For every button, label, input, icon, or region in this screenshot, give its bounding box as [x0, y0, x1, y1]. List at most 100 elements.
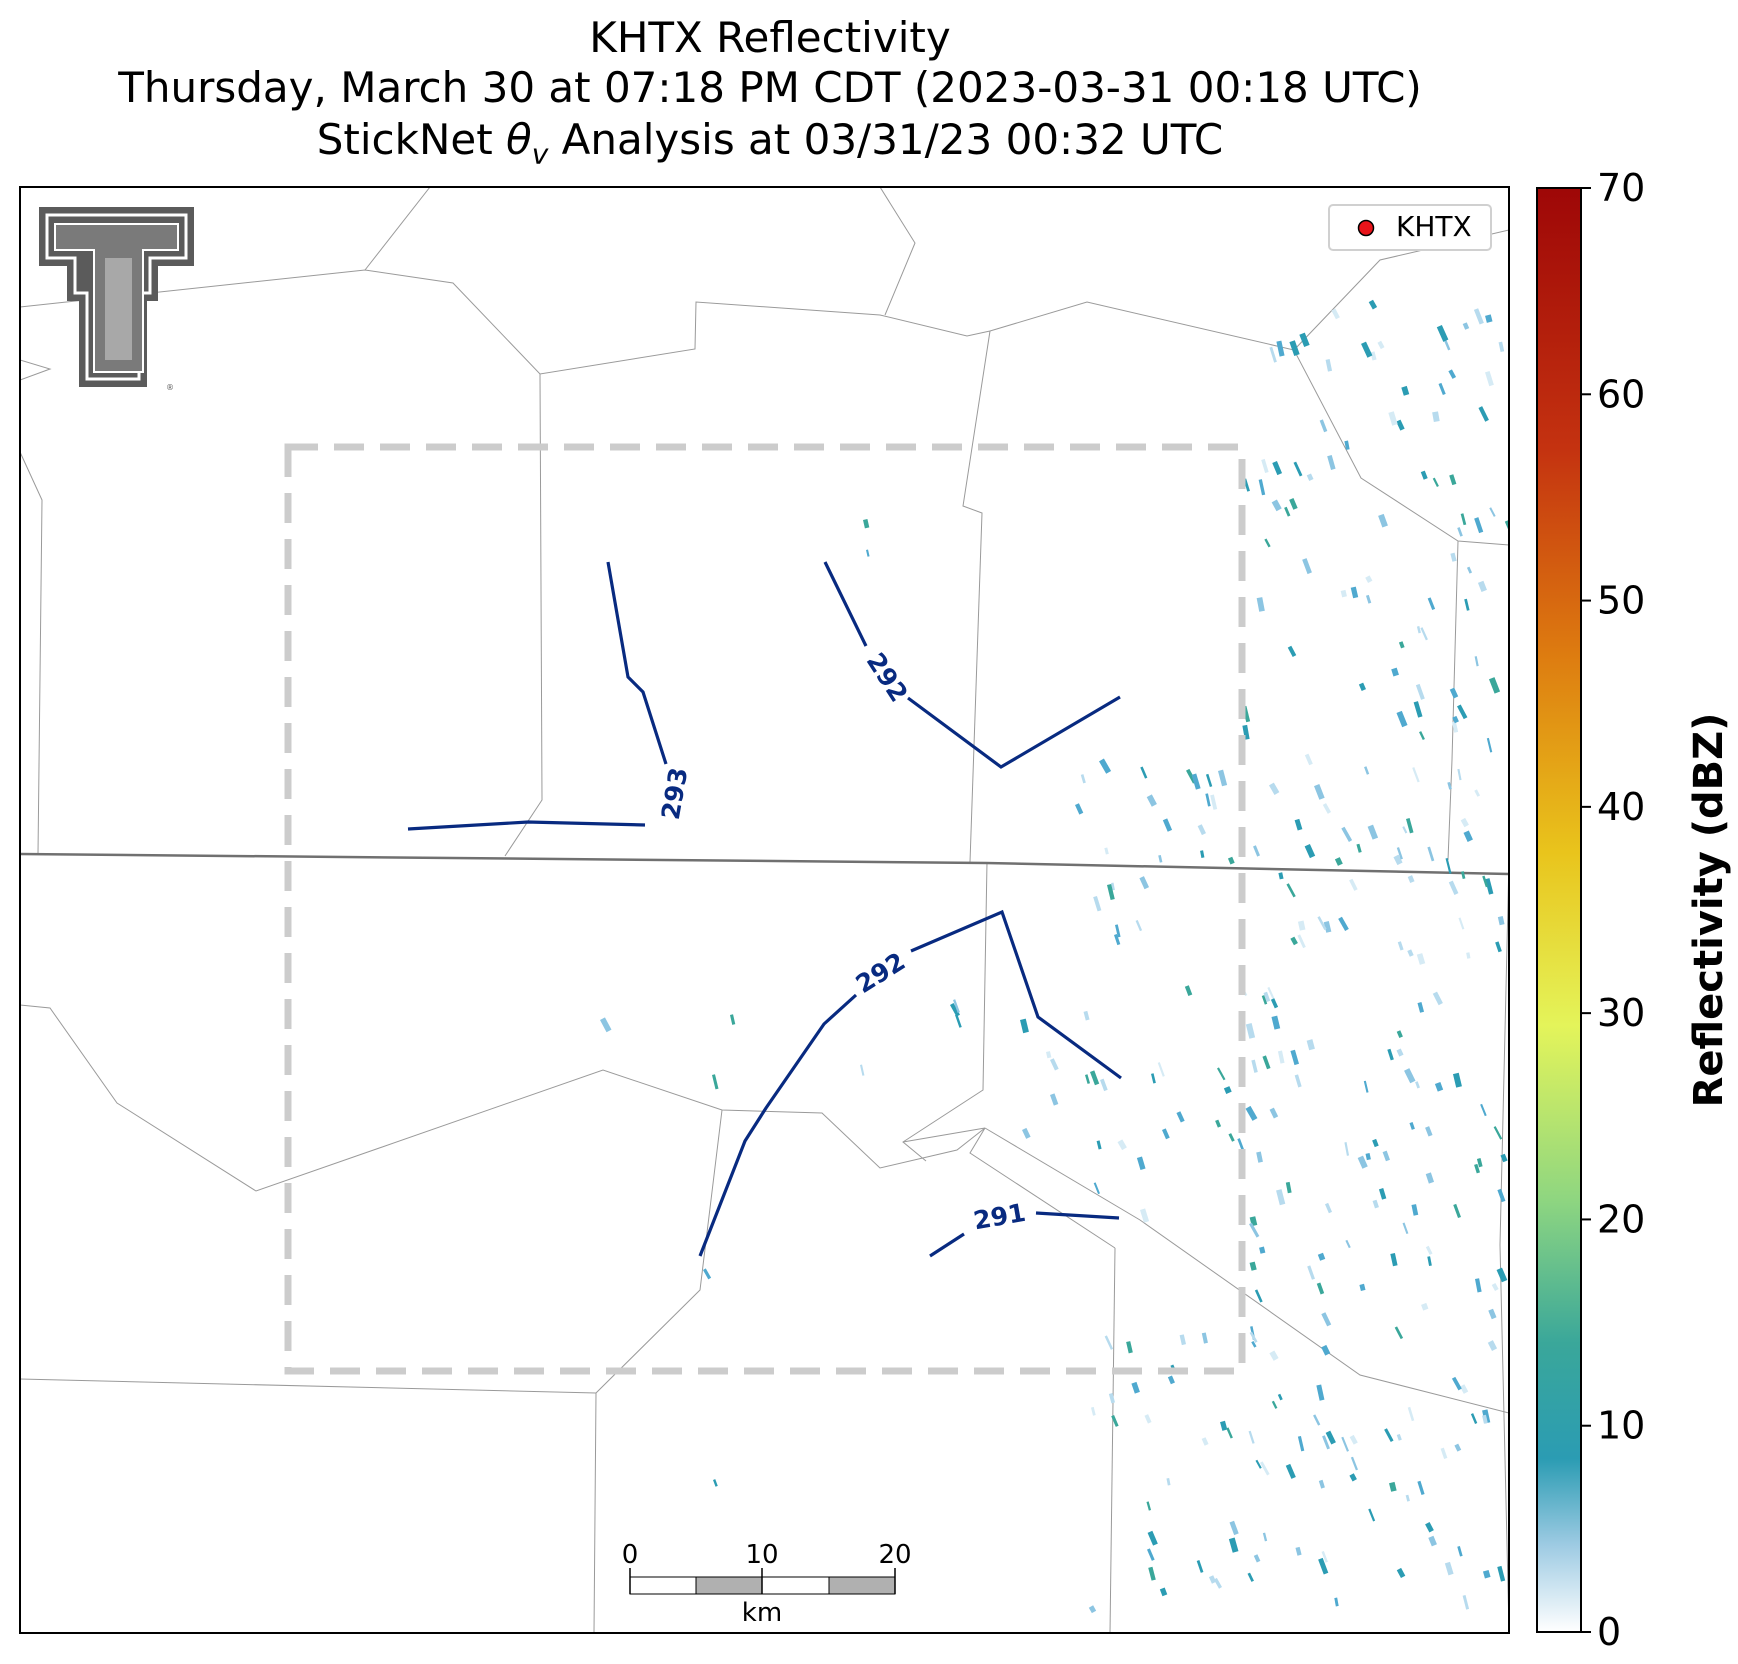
echo-speckle [1486, 737, 1493, 753]
echo-speckle [1452, 715, 1459, 724]
echo-speckle [1263, 991, 1271, 1003]
echo-speckle [1504, 519, 1509, 534]
theta-symbol: θ [506, 115, 532, 164]
echo-speckle [1345, 1239, 1351, 1249]
contour-labels: 293 292 292 291 [656, 648, 1028, 1236]
echo-speckle [1495, 941, 1502, 953]
echo-speckle [1295, 1546, 1302, 1556]
echo-speckle [1139, 876, 1150, 890]
echo-speckle [1334, 1597, 1339, 1607]
echo-speckle [1276, 1189, 1286, 1206]
echo-speckle [1500, 1153, 1508, 1163]
echo-speckle [1264, 538, 1271, 548]
map-area: 293 292 292 291 [20, 187, 1509, 1633]
echo-speckle [1443, 339, 1451, 351]
echo-speckle [1402, 1222, 1409, 1235]
echo-speckle [860, 1064, 865, 1076]
echo-speckle [1497, 1565, 1506, 1582]
echo-speckle [1080, 774, 1086, 784]
echo-speckle [1391, 667, 1399, 677]
echo-speckle [1321, 1344, 1331, 1356]
echo-speckle [866, 549, 870, 557]
map-title: KHTX Reflectivity [589, 13, 951, 62]
echo-speckle [1318, 1557, 1329, 1575]
echo-speckle [1458, 917, 1465, 930]
echo-speckle [1135, 919, 1143, 932]
echo-speckle [1287, 645, 1297, 657]
echo-speckle [1378, 1188, 1387, 1200]
echo-speckle [1245, 1105, 1258, 1121]
echo-speckle [1466, 952, 1471, 959]
echo-speckle [1407, 1406, 1415, 1422]
echo-speckle [1331, 308, 1340, 320]
echo-speckle [1179, 1334, 1187, 1346]
echo-speckle [713, 1479, 718, 1487]
echo-speckle [1449, 474, 1457, 486]
echo-speckle [1050, 1093, 1059, 1106]
echo-speckle [1390, 1252, 1398, 1267]
echo-speckle [1258, 479, 1266, 496]
echo-speckle [1276, 340, 1285, 357]
echo-speckle [1111, 1415, 1119, 1427]
echo-speckle [1161, 1128, 1170, 1140]
echo-speckle [1223, 1086, 1232, 1094]
echo-speckle [1321, 1551, 1328, 1563]
echo-speckle [1261, 458, 1269, 474]
echo-speckle [1420, 627, 1428, 641]
echo-speckle [1474, 517, 1484, 534]
echo-speckle [1438, 382, 1446, 395]
colorbar-gradient [1536, 187, 1582, 1633]
echo-speckle [1272, 461, 1283, 476]
echo-speckle [1191, 773, 1201, 790]
echo-speckle [1457, 1546, 1463, 1557]
echo-speckle [1316, 1282, 1325, 1295]
echo-speckle [1450, 552, 1457, 562]
echo-speckle [1314, 784, 1325, 800]
echo-speckle [1325, 1430, 1336, 1445]
echo-speckle [1115, 924, 1121, 938]
echo-speckle [1453, 1203, 1461, 1219]
echo-speckle [1136, 1156, 1146, 1171]
echo-speckle [1462, 322, 1470, 330]
echo-speckle [1277, 1050, 1285, 1064]
reflectivity-echoes [600, 299, 1509, 1614]
khtx-marker-icon [1357, 219, 1375, 237]
echo-speckle [1416, 626, 1421, 634]
echo-speckle [1090, 1406, 1096, 1416]
echo-speckle [1405, 1494, 1410, 1502]
echo-speckle [1256, 1151, 1263, 1163]
echo-speckle [1407, 875, 1415, 884]
echo-speckle [1470, 1413, 1478, 1424]
echo-speckle [1085, 1074, 1091, 1084]
echo-speckle [1201, 1332, 1208, 1344]
contour-292-south-a [910, 909, 1122, 1080]
echo-speckle [1289, 497, 1298, 510]
echo-speckle [1356, 843, 1362, 853]
map-frame [19, 186, 1510, 1634]
echo-speckle [1409, 1122, 1415, 1130]
echo-speckle [1449, 687, 1459, 699]
echo-speckle [1485, 314, 1493, 323]
echo-speckle [1402, 826, 1408, 834]
echo-speckle [1277, 1393, 1283, 1401]
echo-speckle [1306, 473, 1314, 481]
echo-speckle [1444, 1561, 1454, 1576]
echo-speckle [1377, 340, 1385, 350]
echo-speckle [1205, 793, 1211, 807]
echo-speckle [1405, 818, 1414, 834]
echo-speckle [1460, 513, 1467, 526]
echo-speckle [1285, 1463, 1296, 1479]
echo-speckle [1299, 332, 1310, 348]
echo-speckle [1474, 1278, 1482, 1293]
echo-speckle [1397, 941, 1404, 951]
echo-speckle [1108, 1393, 1116, 1404]
contour-291-a [929, 1232, 965, 1258]
colorbar-label: Reflectivity (dBZ) [1686, 713, 1732, 1108]
echo-speckle [1419, 731, 1425, 741]
echo-speckle [1350, 1456, 1359, 1471]
echo-speckle [1480, 1103, 1487, 1117]
colorbar-ticks: 0 10 20 30 40 50 60 70 [1581, 166, 1645, 1654]
echo-speckle [1457, 704, 1468, 720]
echo-speckle [1242, 724, 1250, 740]
